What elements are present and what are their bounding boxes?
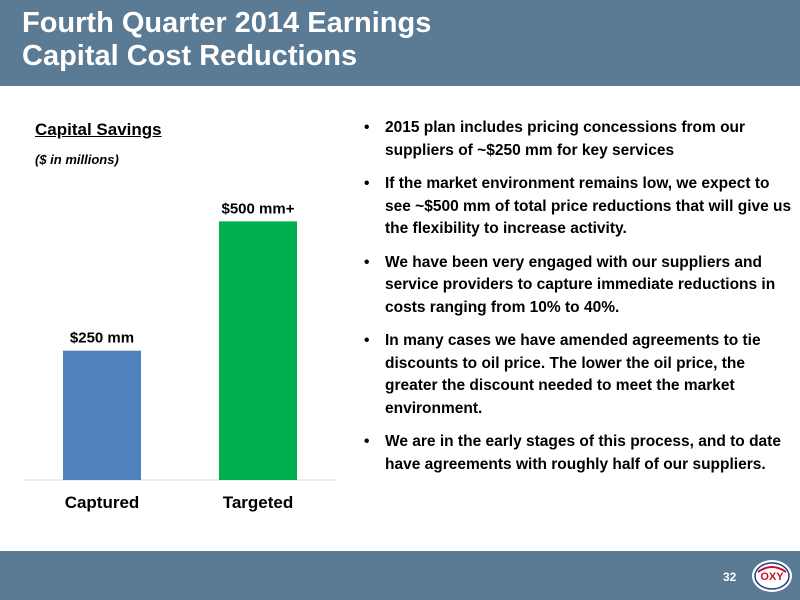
bullet-item: • We have been very engaged with our supp… — [364, 252, 792, 320]
bar-captured — [63, 351, 141, 480]
page-number: 32 — [723, 570, 736, 584]
bullet-list: • 2015 plan includes pricing concessions … — [364, 117, 792, 487]
header-bar: Fourth Quarter 2014 Earnings Capital Cos… — [0, 0, 800, 86]
logo-text: OXY — [760, 571, 784, 583]
x-tick-label-captured: Captured — [65, 493, 140, 512]
bar-chart: $250 mm Captured $500 mm+ Targeted — [0, 90, 340, 530]
x-tick-label-targeted: Targeted — [223, 493, 294, 512]
bullet-text: In many cases we have amended agreements… — [385, 332, 761, 417]
title-line-2: Capital Cost Reductions — [22, 40, 431, 73]
bullet-item: • 2015 plan includes pricing concessions … — [364, 117, 792, 162]
footer-bar — [0, 551, 800, 600]
bullet-text: We have been very engaged with our suppl… — [385, 254, 775, 316]
bar-targeted — [219, 221, 297, 480]
page-title: Fourth Quarter 2014 Earnings Capital Cos… — [22, 7, 431, 73]
oxy-logo-icon: OXY — [750, 558, 794, 594]
bullet-text: We are in the early stages of this proce… — [385, 433, 781, 473]
bullet-marker: • — [364, 330, 369, 353]
bullet-marker: • — [364, 117, 369, 140]
bullet-item: • If the market environment remains low, … — [364, 173, 792, 241]
bullet-text: 2015 plan includes pricing concessions f… — [385, 119, 745, 159]
bullet-marker: • — [364, 431, 369, 454]
bullet-text: If the market environment remains low, w… — [385, 175, 791, 237]
data-label-targeted: $500 mm+ — [222, 200, 295, 217]
bullet-marker: • — [364, 173, 369, 196]
bullet-marker: • — [364, 252, 369, 275]
title-line-1: Fourth Quarter 2014 Earnings — [22, 7, 431, 40]
bullet-item: • We are in the early stages of this proc… — [364, 431, 792, 476]
bullet-item: • In many cases we have amended agreement… — [364, 330, 792, 420]
data-label-captured: $250 mm — [70, 330, 134, 347]
